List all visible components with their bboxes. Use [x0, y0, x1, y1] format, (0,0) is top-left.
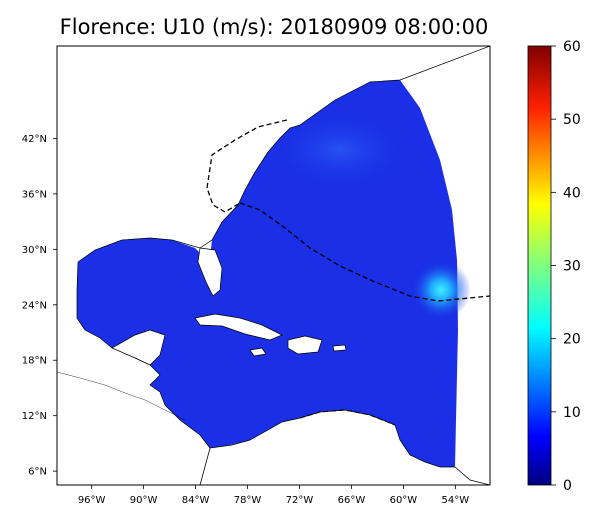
land-jamaica [249, 347, 267, 357]
land-florida [197, 247, 223, 297]
lon-tick-label: 60°W [390, 495, 418, 506]
storm-wind-maximum [411, 260, 471, 320]
colorbar-tick-label: 30 [563, 259, 581, 275]
map-frame [56, 45, 491, 486]
lat-tick-label: 12°N [22, 411, 47, 422]
colorbar-tick-label: 0 [563, 478, 572, 494]
lat-tick-label: 36°N [22, 189, 47, 200]
land-puerto-rico [332, 344, 347, 352]
lat-tick-label: 24°N [22, 300, 47, 311]
lon-tick-label: 66°W [338, 495, 366, 506]
lat-tick-label: 30°N [22, 245, 47, 256]
lon-tick-label: 90°W [130, 495, 158, 506]
map-panel [57, 46, 490, 485]
border-central-america [57, 371, 186, 421]
lon-tick-label: 54°W [442, 495, 470, 506]
land-north-america [57, 46, 490, 485]
lat-tick-label: 6°N [28, 467, 47, 478]
land-cuba [194, 313, 283, 341]
colorbar-tick-label: 10 [563, 405, 581, 421]
longitude-ticks: 96°W 90°W 84°W 78°W 72°W 66°W 60°W 54°W [78, 485, 469, 506]
domain-boundary-dashed [206, 119, 288, 213]
land [57, 46, 490, 485]
lon-tick-label: 78°W [234, 495, 262, 506]
colorbar-tick-label: 20 [563, 332, 581, 348]
colorbar-tick-label: 40 [563, 185, 581, 201]
lon-tick-label: 72°W [286, 495, 314, 506]
figure-title: Florence: U10 (m/s): 20180909 08:00:00 [60, 15, 489, 39]
domain-boundary-lower [299, 409, 396, 426]
lon-tick-label: 96°W [78, 495, 106, 506]
colorbar-tick-label: 50 [563, 112, 581, 128]
colorbar [527, 45, 552, 486]
wind-patch-north [270, 110, 410, 190]
colorbar-tick-label: 60 [563, 39, 581, 55]
lon-tick-label: 84°W [182, 495, 210, 506]
land-hispaniola [287, 335, 323, 355]
colorbar-ticks: 0 10 20 30 40 50 60 [551, 39, 581, 494]
lat-tick-label: 42°N [22, 134, 47, 145]
latitude-ticks: 6°N 12°N 18°N 24°N 30°N 36°N 42°N [22, 134, 57, 478]
lat-tick-label: 18°N [22, 356, 47, 367]
